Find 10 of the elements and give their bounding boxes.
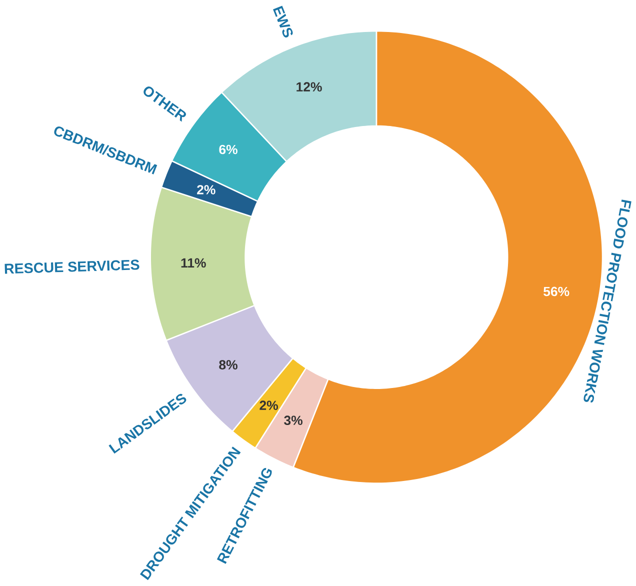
slice-label: RESCUE SERVICES bbox=[4, 260, 140, 274]
data-label: 11% bbox=[181, 258, 206, 268]
slice-label: EWS bbox=[273, 6, 293, 38]
data-label: 2% bbox=[197, 185, 216, 194]
data-label: 8% bbox=[219, 360, 238, 370]
data-label: 56% bbox=[544, 286, 570, 296]
data-label: 3% bbox=[284, 416, 302, 426]
data-label: 6% bbox=[219, 144, 238, 154]
data-label: 12% bbox=[296, 82, 322, 92]
data-label: 2% bbox=[260, 400, 278, 410]
